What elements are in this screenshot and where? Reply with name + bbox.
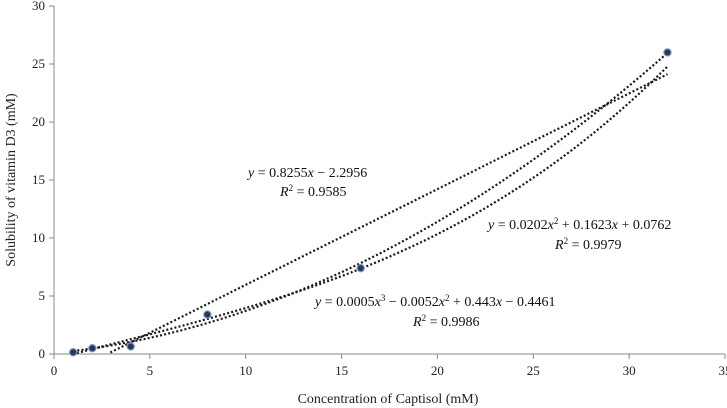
- cubic-r2-label: R: [412, 315, 422, 330]
- x-tick-label: 5: [147, 363, 154, 378]
- quadratic-r2: R2 = 0.9979: [554, 236, 621, 253]
- cubic-eq-mid1: − 0.0052: [385, 295, 438, 310]
- data-point: [356, 263, 365, 273]
- quad-eq-y: y: [486, 218, 495, 233]
- data-point: [68, 348, 78, 357]
- quad-r2-sup: 2: [564, 236, 569, 246]
- linear-eq-body: = 0.8255: [254, 166, 307, 181]
- linear-eq-y: y: [246, 166, 255, 181]
- data-point: [126, 342, 135, 351]
- cubic-eq-cube: 3: [381, 293, 386, 303]
- quad-eq-x2: x: [611, 218, 619, 233]
- y-tick-label: 5: [39, 288, 46, 303]
- data-points: [68, 48, 672, 357]
- x-tick-label: 25: [527, 363, 540, 378]
- x-axis-title: Concentration of Captisol (mM): [298, 392, 479, 407]
- x-tick-label: 30: [623, 363, 636, 378]
- cubic-r2-sup: 2: [422, 313, 427, 323]
- linear-r2-sup: 2: [289, 183, 294, 193]
- axes: [49, 5, 726, 359]
- quad-eq-tail: + 0.0762: [618, 218, 671, 233]
- data-point: [203, 310, 212, 319]
- y-tick-label: 0: [39, 346, 46, 361]
- trendline-quadratic: [73, 52, 669, 353]
- cubic-eq-sq: 2: [445, 293, 450, 303]
- y-tick-label: 30: [32, 0, 45, 13]
- cubic-r2: R2 = 0.9986: [412, 313, 479, 330]
- cubic-eq-x3: x: [495, 295, 503, 310]
- y-axis-title: Solubility of vitamin D3 (mM): [4, 93, 19, 267]
- tick-labels: 0 5 10 15 20 25 30 35 0 5 10 15 20 25 30: [32, 0, 727, 378]
- quad-eq-body: = 0.0202: [494, 218, 547, 233]
- quad-r2-value: = 0.9979: [568, 238, 621, 253]
- linear-eq-x: x: [307, 166, 315, 181]
- y-tick-label: 25: [32, 56, 45, 71]
- x-tick-label: 15: [335, 363, 348, 378]
- cubic-r2-value: = 0.9986: [426, 315, 479, 330]
- quad-eq-mid: + 0.1623: [558, 218, 611, 233]
- x-tick-label: 10: [239, 363, 252, 378]
- cubic-eq-x2: x: [438, 295, 446, 310]
- linear-eq-tail: − 2.2956: [314, 166, 367, 181]
- trendline-linear: [109, 73, 668, 354]
- quad-eq-x: x: [547, 218, 555, 233]
- quadratic-equation: y = 0.0202x2 + 0.1623x + 0.0762: [486, 216, 671, 233]
- cubic-eq-mid2: + 0.443: [449, 295, 495, 310]
- quad-r2-label: R: [554, 238, 564, 253]
- cubic-eq-body: = 0.0005: [321, 295, 374, 310]
- cubic-eq-y: y: [313, 295, 322, 310]
- quad-eq-sq: 2: [554, 216, 559, 226]
- cubic-equation: y = 0.0005x3 − 0.0052x2 + 0.443x − 0.446…: [313, 293, 556, 310]
- linear-r2: R2 = 0.9585: [279, 183, 346, 200]
- data-point: [663, 48, 672, 57]
- y-tick-label: 10: [32, 230, 45, 245]
- y-tick-label: 20: [32, 114, 45, 129]
- x-tick-label: 0: [51, 363, 58, 378]
- linear-equation: y = 0.8255x − 2.2956: [246, 166, 367, 181]
- trendlines: [73, 52, 669, 355]
- cubic-eq-tail: − 0.4461: [502, 295, 555, 310]
- linear-r2-label: R: [279, 185, 289, 200]
- x-tick-label: 35: [719, 363, 727, 378]
- y-tick-label: 15: [32, 172, 45, 187]
- x-tick-label: 20: [431, 363, 444, 378]
- linear-r2-value: = 0.9585: [293, 185, 346, 200]
- trendline-cubic: [76, 65, 669, 355]
- cubic-eq-x: x: [374, 295, 382, 310]
- data-point: [88, 344, 97, 353]
